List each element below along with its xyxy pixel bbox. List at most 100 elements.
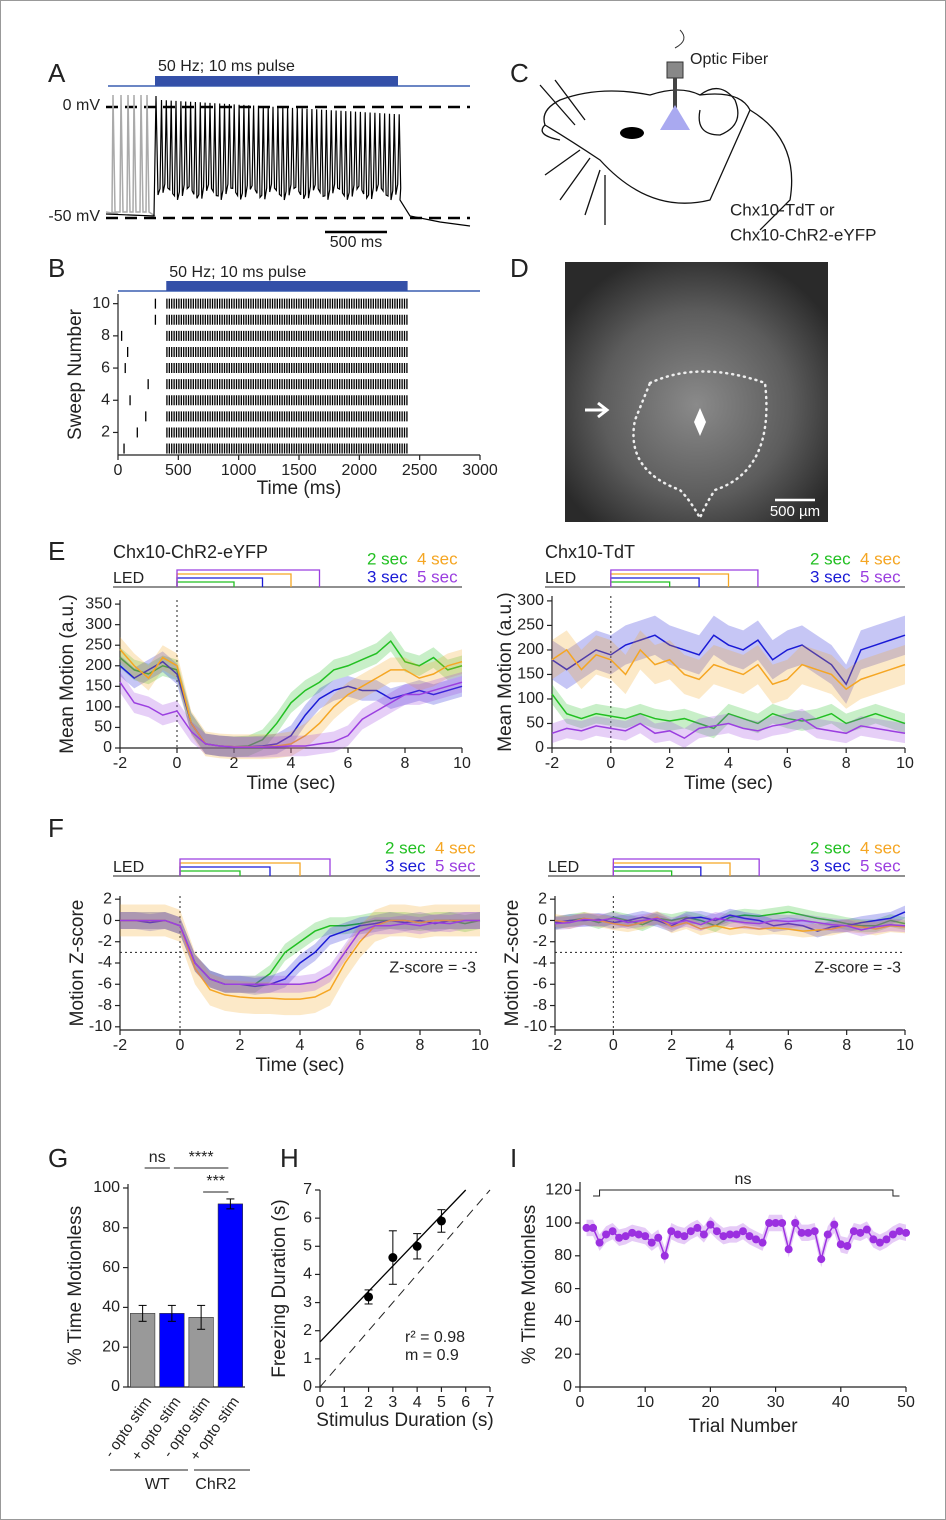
y-tick-label: 0 bbox=[111, 1378, 120, 1395]
y-tick-label: 60 bbox=[102, 1259, 120, 1276]
y-tick-label: 1 bbox=[303, 1350, 312, 1367]
y-tick-label: 100 bbox=[517, 690, 544, 707]
region-outline bbox=[632, 370, 768, 521]
error-band bbox=[552, 708, 905, 748]
x-tick-label: 4 bbox=[287, 755, 296, 772]
y-tick-label: 7 bbox=[303, 1181, 312, 1198]
error-band bbox=[555, 905, 905, 933]
marker bbox=[654, 1233, 663, 1242]
marker bbox=[810, 1227, 819, 1236]
y-tick-label: 20 bbox=[102, 1338, 120, 1355]
x-axis-label: Time (ms) bbox=[257, 478, 342, 499]
marker bbox=[595, 1238, 604, 1247]
panel-letter: G bbox=[48, 1143, 68, 1173]
arrow bbox=[585, 401, 610, 419]
marker bbox=[739, 1227, 747, 1236]
panel-letter: H bbox=[280, 1143, 299, 1173]
y-tick-label: -2 bbox=[533, 933, 547, 950]
x-tick-label: -2 bbox=[113, 1037, 127, 1054]
x-tick-label: 6 bbox=[784, 1037, 793, 1054]
bar bbox=[188, 1317, 214, 1388]
x-tick-label: -2 bbox=[113, 755, 127, 772]
y-tick-label: -10 bbox=[524, 1018, 547, 1035]
x-tick-label: 8 bbox=[401, 755, 410, 772]
level-label: -50 mV bbox=[48, 208, 100, 225]
x-axis-label: Time (sec) bbox=[685, 1055, 774, 1076]
x-tick-label: 2 bbox=[236, 1037, 245, 1054]
bar bbox=[159, 1313, 185, 1388]
panel-letter: F bbox=[48, 813, 64, 843]
y-tick-label: 60 bbox=[554, 1280, 572, 1297]
legend-entry: 3 sec bbox=[810, 567, 851, 586]
x-tick-label: 8 bbox=[842, 755, 851, 772]
significance-label: *** bbox=[206, 1173, 225, 1190]
y-tick-label: 5 bbox=[303, 1238, 312, 1255]
x-tick-label: 10 bbox=[896, 755, 914, 772]
x-tick-label: -2 bbox=[545, 755, 559, 772]
x-tick-label: 2 bbox=[665, 755, 674, 772]
trace-black bbox=[105, 95, 471, 227]
legend-entry: 2 sec bbox=[385, 838, 426, 857]
y-tick-label: -8 bbox=[98, 997, 112, 1014]
legend-entry: 4 sec bbox=[417, 549, 458, 568]
bar bbox=[130, 1313, 156, 1388]
y-axis-label: Freezing Duration (s) bbox=[269, 1199, 290, 1377]
legend-entry: 5 sec bbox=[417, 567, 458, 586]
legend-entry: 4 sec bbox=[860, 549, 901, 568]
marker bbox=[797, 1228, 806, 1237]
x-tick-label: 20 bbox=[702, 1394, 720, 1411]
eye bbox=[620, 127, 644, 139]
significance-label: ns bbox=[735, 1171, 752, 1188]
y-tick-label: 2 bbox=[303, 1322, 312, 1339]
series-line bbox=[554, 911, 906, 927]
fiber-cable bbox=[674, 29, 685, 49]
y-tick-label: 40 bbox=[554, 1313, 572, 1330]
x-tick-label: 6 bbox=[344, 755, 353, 772]
y-axis-label: Mean Motion (a.u.) bbox=[57, 594, 78, 753]
x-tick-label: 2 bbox=[230, 755, 239, 772]
stim-label: LED bbox=[548, 859, 579, 876]
x-tick-label: 0 bbox=[173, 755, 182, 772]
y-tick-label: -4 bbox=[98, 954, 112, 971]
histology-image bbox=[565, 262, 828, 522]
error-band bbox=[120, 911, 480, 995]
y-tick-label: 20 bbox=[554, 1345, 572, 1362]
error-band bbox=[555, 911, 905, 937]
y-axis-label: Motion Z-score bbox=[502, 900, 523, 1027]
legend-entry: 4 sec bbox=[860, 838, 901, 857]
y-tick-label: 3 bbox=[303, 1294, 312, 1311]
y-tick-label: 250 bbox=[517, 617, 544, 634]
x-tick-label: 10 bbox=[471, 1037, 489, 1054]
x-axis-label: Time (sec) bbox=[246, 773, 335, 794]
x-tick-label: 30 bbox=[767, 1394, 785, 1411]
x-tick-label: 2 bbox=[667, 1037, 676, 1054]
stim-label: 50 Hz; 10 ms pulse bbox=[158, 58, 295, 75]
legend-entry: 2 sec bbox=[810, 838, 851, 857]
error-band bbox=[555, 910, 905, 938]
y-tick-label: 300 bbox=[85, 616, 112, 633]
marker bbox=[888, 1230, 897, 1239]
mouse-drawing bbox=[539, 79, 793, 231]
y-tick-label: 350 bbox=[85, 595, 112, 612]
y-tick-label: 120 bbox=[545, 1181, 572, 1198]
marker bbox=[784, 1245, 793, 1254]
stim-bar bbox=[166, 281, 408, 291]
error-band bbox=[120, 671, 462, 758]
y-tick-label: 0 bbox=[103, 739, 112, 756]
marker bbox=[765, 1219, 774, 1227]
stim-bar bbox=[155, 76, 398, 86]
series-line bbox=[551, 648, 906, 691]
marker bbox=[660, 1251, 669, 1260]
marker bbox=[667, 1227, 676, 1236]
series-line bbox=[119, 639, 463, 748]
y-tick-label: 0 bbox=[563, 1378, 572, 1395]
chart-title: Chx10-ChR2-eYFP bbox=[113, 542, 268, 562]
membrane-trace bbox=[105, 94, 471, 227]
marker bbox=[589, 1223, 598, 1232]
point bbox=[412, 1241, 422, 1251]
stim-label: LED bbox=[113, 859, 144, 876]
panel-letter: E bbox=[48, 536, 65, 566]
y-tick-label: 6 bbox=[101, 359, 110, 376]
marker bbox=[856, 1228, 865, 1237]
legend-entry: 2 sec bbox=[810, 549, 851, 568]
